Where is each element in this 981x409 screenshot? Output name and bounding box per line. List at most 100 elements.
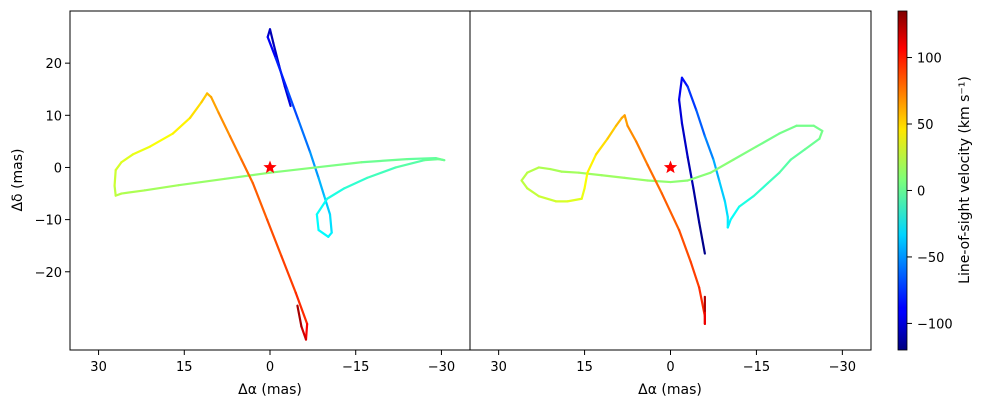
- right-curve-segment: [520, 179, 529, 190]
- right-curve-segment: [686, 85, 698, 112]
- left-curve-segment: [268, 166, 317, 174]
- left-curve-segment: [308, 150, 320, 179]
- left-curve-segment: [200, 92, 209, 104]
- left-curve-segment: [434, 156, 446, 162]
- right-curve-segment: [646, 163, 664, 195]
- left-curve: [113, 28, 446, 341]
- left-curve-segment: [300, 325, 308, 341]
- left-curve-segment: [280, 255, 297, 294]
- right-curve-segment: [623, 114, 629, 127]
- left-panel: 30 15 0 −15 −30 20 10 0 −10 −20 Δα (mas) Δδ (mas…: [10, 10, 471, 398]
- left-curve-segment: [228, 135, 243, 161]
- right-curve-segment: [778, 158, 792, 174]
- left-curve-segment: [296, 304, 303, 328]
- right-curve-segment: [738, 195, 755, 208]
- left-curve-segment: [114, 161, 123, 172]
- right-curve-segment: [709, 158, 735, 174]
- left-curve-segment: [266, 28, 272, 39]
- left-curve-segment: [120, 189, 146, 195]
- left-y-tick-label: 20: [45, 57, 62, 72]
- right-curve-segment: [677, 76, 684, 101]
- left-x-tick-label: 30: [90, 360, 107, 375]
- left-x-tick-label: −15: [342, 360, 369, 375]
- left-x-axis-label: Δα (mas): [238, 382, 302, 398]
- colorbar-tick-label: −100: [917, 317, 953, 332]
- right-curve-segment: [692, 187, 701, 224]
- right-curve-segment: [549, 167, 563, 173]
- left-curve-segment: [251, 182, 269, 221]
- left-curve-segment: [406, 156, 437, 161]
- colorbar-ticks: 100 50 0 −50 −100: [907, 52, 953, 332]
- right-curve-segment: [566, 197, 583, 203]
- left-x-tick-label: −30: [428, 360, 455, 375]
- left-y-tick-label: 0: [54, 161, 62, 176]
- left-curve-segment: [131, 145, 152, 156]
- right-x-axis-label: Δα (mas): [638, 382, 702, 398]
- left-x-ticks: 30 15 0 −15 −30: [90, 350, 455, 375]
- right-plot-frame: [469, 10, 872, 351]
- right-curve: [520, 76, 824, 326]
- left-curve-segment: [148, 132, 174, 148]
- left-x-tick-label: 0: [266, 360, 274, 375]
- left-curve-segment: [210, 95, 220, 114]
- left-curve-segment: [326, 187, 346, 200]
- right-x-tick-label: 30: [490, 360, 507, 375]
- right-curve-segment: [526, 187, 540, 198]
- right-curve-segment: [680, 122, 689, 159]
- left-curve-segment: [266, 218, 283, 258]
- right-curve-segment: [560, 170, 580, 174]
- left-curve-segment: [286, 88, 300, 122]
- right-curve-segment: [729, 205, 741, 221]
- left-curve-segment: [343, 176, 369, 190]
- left-curve-segment: [315, 197, 329, 216]
- right-curve-segment: [614, 116, 623, 127]
- right-curve-segment: [695, 108, 706, 138]
- right-curve-segment: [703, 135, 715, 161]
- left-curve-segment: [394, 159, 426, 169]
- right-curve-segment: [818, 129, 824, 140]
- left-plot-frame: [69, 10, 471, 351]
- right-curve-segment: [537, 195, 558, 203]
- right-curve-segment: [635, 140, 649, 166]
- right-curve-segment: [755, 132, 781, 148]
- right-curve-segment: [586, 153, 598, 174]
- left-curve-segment: [268, 28, 275, 45]
- colorbar: 100 50 0 −50 −100 Line-of-sight velocity (km…: [897, 10, 973, 351]
- right-curve-segment: [812, 124, 824, 133]
- left-curve-segment: [113, 184, 117, 197]
- right-curve-segment: [537, 166, 552, 171]
- colorbar-label: Line-of-sight velocity (km s⁻¹): [957, 76, 973, 284]
- left-curve-segment: [328, 213, 333, 234]
- left-curve-segment: [223, 171, 272, 181]
- right-star-icon: [663, 160, 678, 174]
- right-curve-segment: [660, 192, 681, 232]
- left-y-ticks: 20 10 0 −10 −20: [35, 57, 70, 281]
- left-curve-segment: [366, 166, 397, 179]
- left-curve-segment: [120, 153, 134, 164]
- left-star-marker: [263, 160, 277, 174]
- left-curve-segment: [323, 195, 332, 216]
- right-panel: 30 15 0 −15 −30 Δα (mas): [469, 10, 872, 398]
- left-curve-segment: [317, 176, 326, 198]
- right-curve-segment: [626, 124, 638, 143]
- right-curve-segment: [726, 218, 732, 229]
- right-curve-segment: [583, 171, 589, 190]
- right-curve-segment: [752, 182, 769, 198]
- right-curve-segment: [677, 98, 684, 125]
- right-curve-segment: [686, 155, 695, 190]
- left-curve-segment: [283, 85, 292, 108]
- right-curve-segment: [623, 176, 649, 182]
- right-curve-segment: [723, 200, 729, 219]
- right-curve-segment: [646, 179, 672, 184]
- right-curve-segment: [606, 124, 618, 140]
- left-curve-segment: [177, 177, 226, 187]
- right-curve-segment: [577, 171, 603, 177]
- right-curve-segment: [698, 221, 706, 255]
- right-curve-segment: [669, 179, 689, 184]
- right-curve-segment: [718, 179, 727, 203]
- left-curve-segment: [113, 168, 117, 187]
- left-curve-segment: [297, 119, 312, 153]
- left-y-tick-label: −20: [35, 266, 62, 281]
- right-curve-segment: [804, 137, 821, 151]
- right-curve-segment: [520, 171, 529, 182]
